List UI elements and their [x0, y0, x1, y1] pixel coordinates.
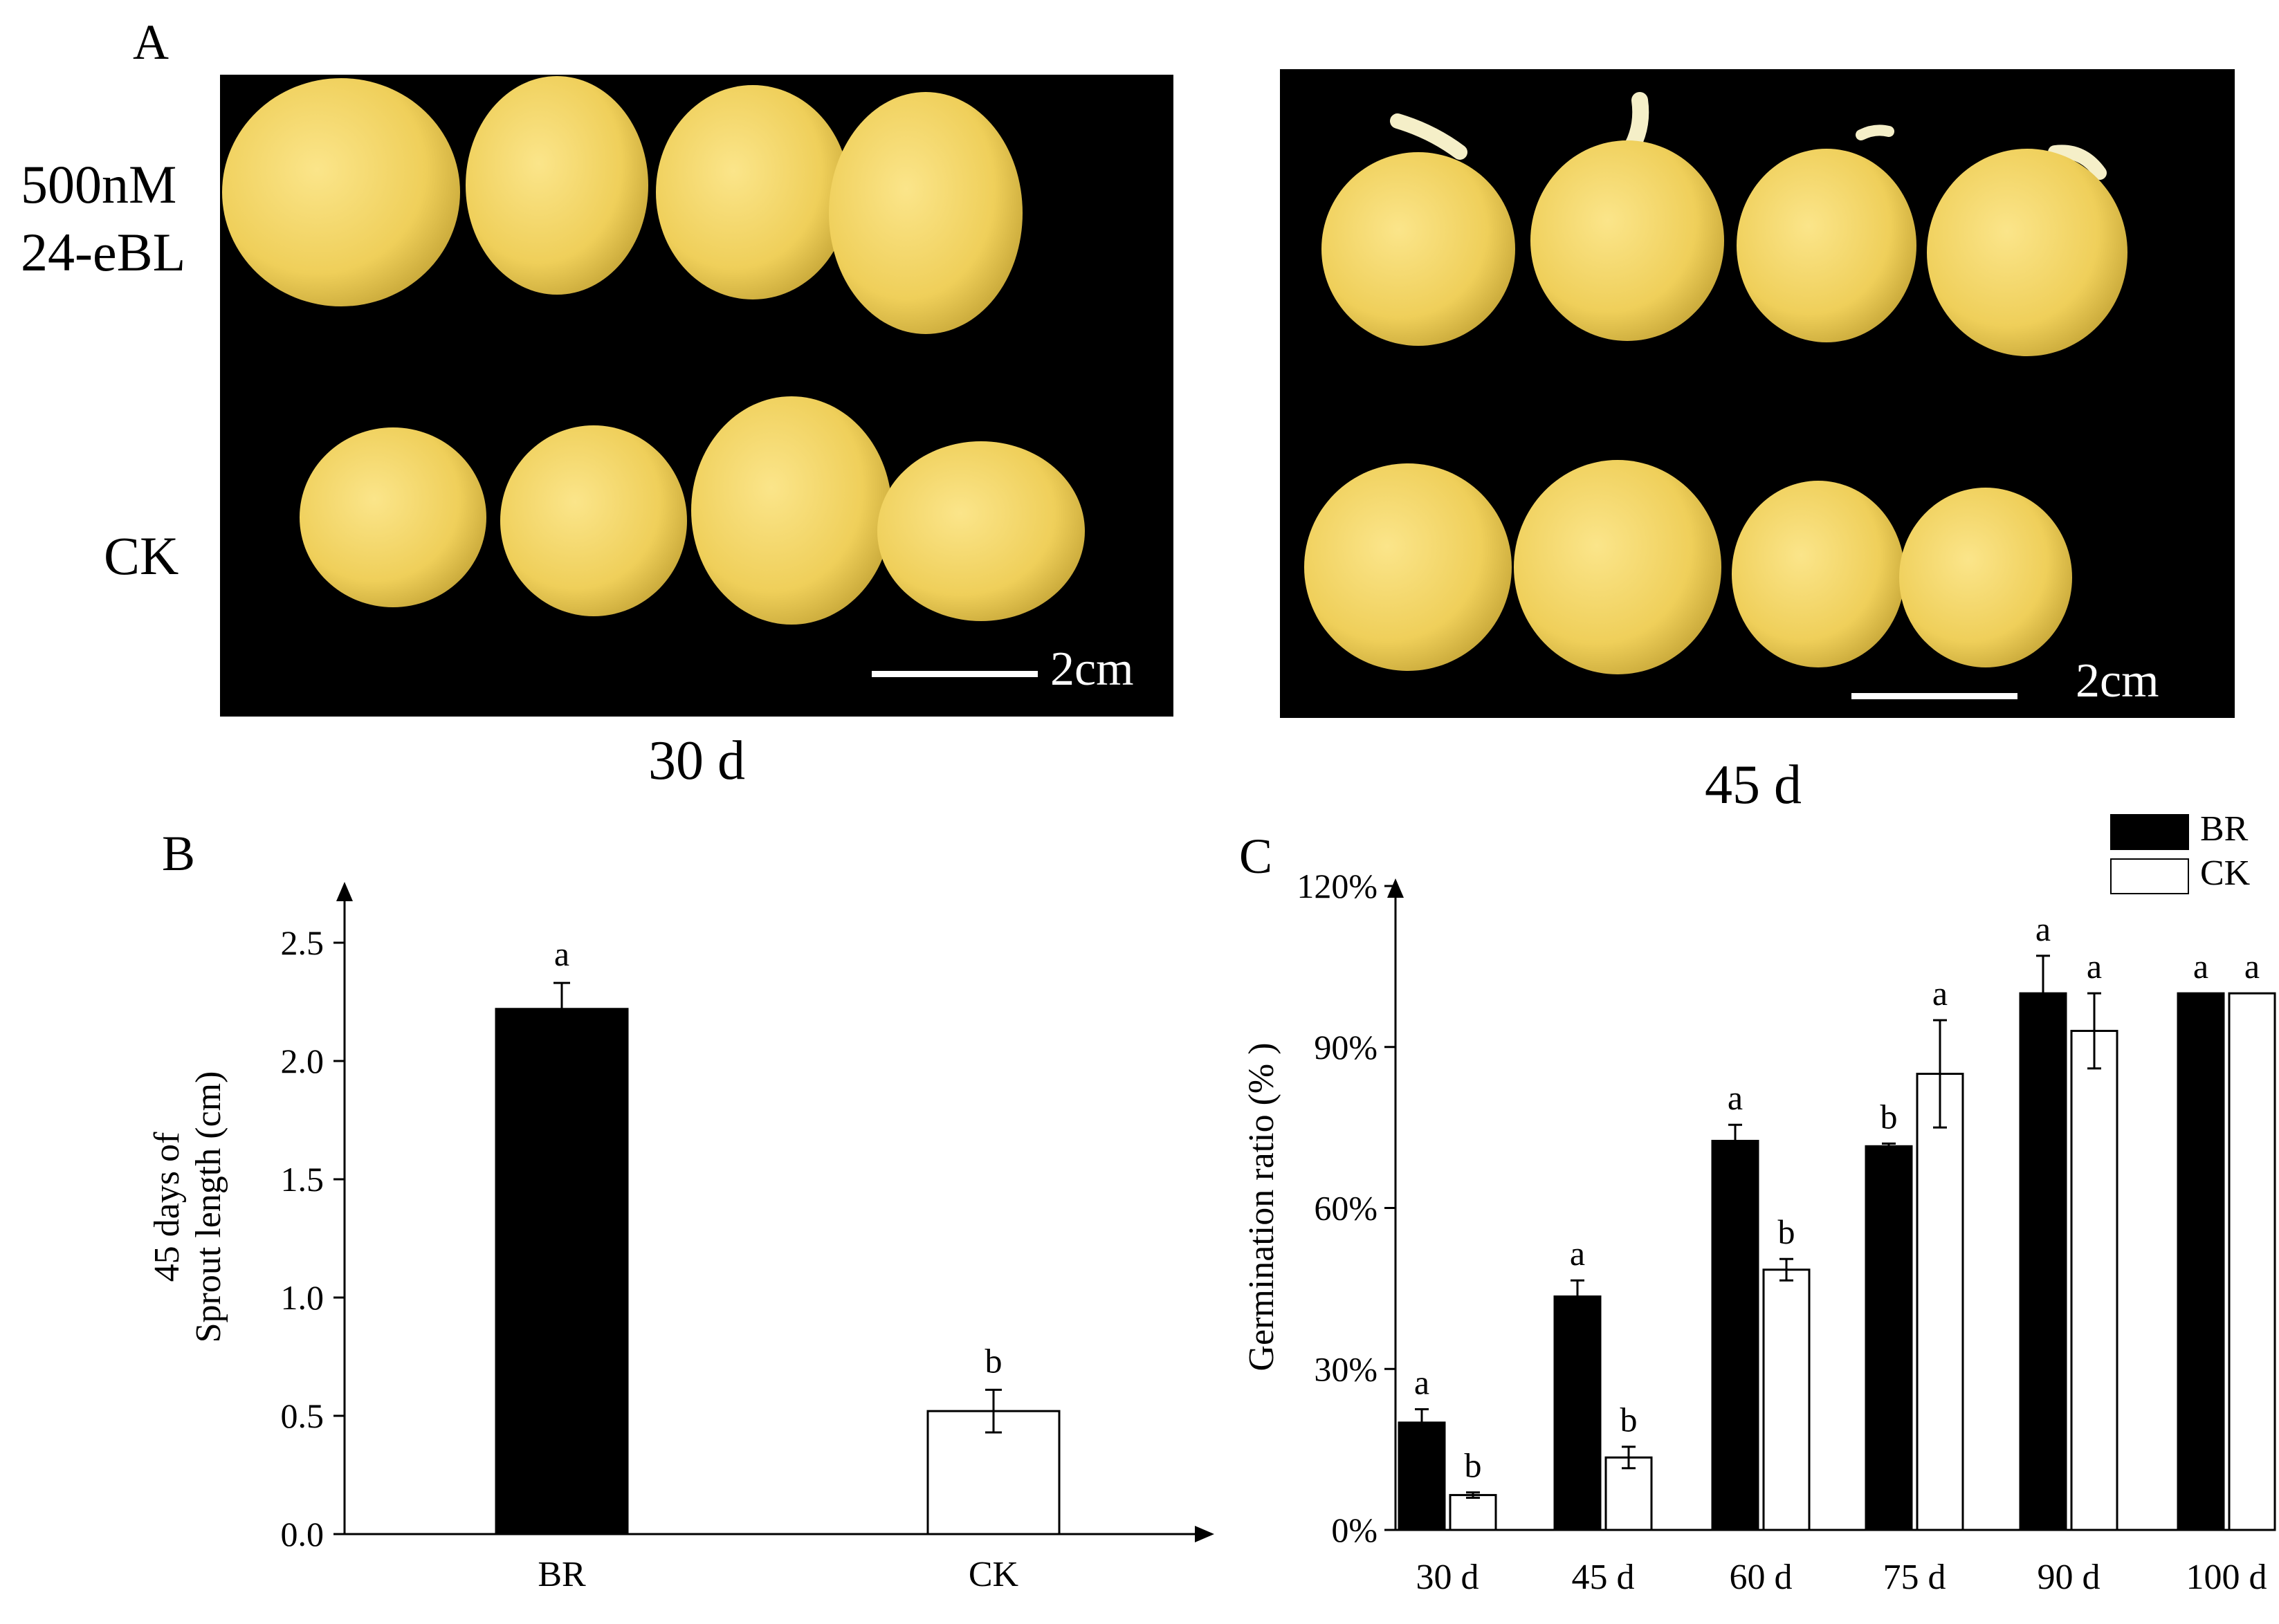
tuber — [1927, 149, 2127, 356]
tuber — [1732, 481, 1905, 667]
x-tick-label-c: 90 d — [2038, 1558, 2100, 1597]
legend-label-br: BR — [2200, 809, 2249, 849]
y-tick-label-b: 0.0 — [281, 1515, 324, 1553]
legend-label-ck: CK — [2200, 853, 2251, 893]
y-tick-label-c: 0% — [1331, 1511, 1378, 1549]
significance-label-c: a — [1414, 1363, 1429, 1401]
x-tick-label-b: BR — [538, 1555, 586, 1594]
tuber — [1899, 488, 2072, 667]
y-axis-label-b-line1: 45 days of — [147, 1132, 187, 1282]
row-label-treatment: 500nM 24-eBL — [21, 151, 185, 286]
y-tick-label-b: 2.0 — [281, 1042, 324, 1080]
significance-label-c: b — [1880, 1097, 1898, 1136]
x-tick-label-c: 30 d — [1416, 1558, 1479, 1597]
significance-label-c: a — [2087, 947, 2102, 986]
photo-30d: 2cm — [220, 75, 1173, 717]
tuber — [1304, 463, 1512, 671]
x-tick-label-b: CK — [969, 1555, 1019, 1594]
tuber — [691, 396, 892, 625]
legend-swatch-ck — [2110, 858, 2189, 894]
significance-label-c: a — [2193, 947, 2208, 986]
legend-swatch-br — [2110, 814, 2189, 850]
row-label-treatment-line1: 500nM — [21, 154, 177, 214]
significance-label-c: a — [1728, 1078, 1743, 1117]
row-label-control: CK — [104, 526, 179, 586]
significance-label-c: a — [1570, 1234, 1585, 1273]
bar-c-br — [1711, 1140, 1759, 1531]
tuber — [466, 76, 648, 295]
tuber — [877, 441, 1085, 621]
tuber — [1737, 149, 1916, 342]
x-tick-label-c: 60 d — [1730, 1558, 1793, 1597]
tuber — [829, 92, 1023, 334]
bar-c-br — [1553, 1295, 1602, 1531]
bar-c-ck — [1449, 1494, 1497, 1531]
y-tick-label-b: 1.0 — [281, 1278, 324, 1317]
bar-b — [495, 1008, 629, 1535]
significance-label-c: b — [1465, 1446, 1482, 1485]
x-tick-label-c: 45 d — [1572, 1558, 1635, 1597]
panel-a-letter: A — [133, 15, 169, 70]
panel-b-letter: B — [162, 826, 195, 881]
y-axis-arrow-c — [1387, 878, 1404, 898]
photo-45d: 2cm — [1280, 69, 2235, 718]
bar-c-br — [1398, 1421, 1446, 1531]
y-tick-label-b: 0.5 — [281, 1396, 324, 1435]
sprout — [1390, 113, 1467, 160]
tuber — [1530, 140, 1724, 341]
significance-label-c: a — [2035, 910, 2051, 948]
bar-c-ck — [1604, 1456, 1653, 1531]
photo-45d-image — [1304, 92, 2127, 674]
y-tick-label-b: 1.5 — [281, 1160, 324, 1199]
tuber — [222, 78, 460, 306]
significance-label-b: b — [985, 1341, 1003, 1380]
significance-label-c: b — [1778, 1212, 1795, 1251]
bar-c-ck — [1916, 1073, 1964, 1531]
scale-label: 2cm — [1050, 643, 1134, 696]
bar-c-ck — [2070, 1029, 2118, 1531]
sprout — [1856, 124, 1894, 140]
row-label-treatment-line2: 24-eBL — [21, 221, 186, 282]
y-tick-label-c: 30% — [1314, 1349, 1378, 1388]
legend-item-br: BR — [2110, 809, 2279, 854]
bar-c-ck — [2228, 992, 2276, 1531]
y-tick-label-c: 120% — [1297, 867, 1378, 905]
sprout — [2048, 145, 2107, 180]
x-tick-label-c: 75 d — [1883, 1558, 1946, 1597]
bar-c-br — [2019, 992, 2067, 1531]
significance-label-b: a — [554, 934, 569, 973]
legend-item-ck: CK — [2110, 853, 2279, 898]
y-tick-label-c: 90% — [1314, 1028, 1378, 1067]
significance-label-c: b — [1620, 1401, 1638, 1439]
y-tick-label-c: 60% — [1314, 1189, 1378, 1228]
scale-bar — [872, 671, 1038, 677]
bar-c-br — [1865, 1145, 1913, 1531]
panel-c-letter: C — [1239, 829, 1272, 884]
scale-bar — [1851, 693, 2017, 699]
tuber — [500, 425, 687, 616]
y-tick-label-b: 2.5 — [281, 923, 324, 962]
bar-c-ck — [1762, 1268, 1811, 1531]
tuber — [1514, 460, 1721, 674]
bar-c-br — [2177, 992, 2225, 1531]
x-axis-arrow-b — [1195, 1526, 1214, 1542]
x-tick-label-c: 100 d — [2186, 1558, 2267, 1597]
photo-30d-image — [222, 76, 1085, 625]
y-axis-label-c: Germination ratio (% ) — [1242, 1042, 1281, 1371]
photo-45d-caption: 45 d — [1705, 755, 1802, 815]
tuber — [1321, 152, 1515, 346]
tuber — [656, 85, 850, 299]
significance-label-c: a — [2244, 947, 2260, 986]
tuber — [300, 427, 486, 607]
significance-label-c: a — [1932, 974, 1948, 1013]
y-axis-arrow-b — [336, 882, 353, 901]
scale-label: 2cm — [2076, 654, 2159, 708]
y-axis-label-b-line2: Sprout length (cm) — [189, 1071, 228, 1343]
photo-30d-caption: 30 d — [648, 730, 745, 791]
